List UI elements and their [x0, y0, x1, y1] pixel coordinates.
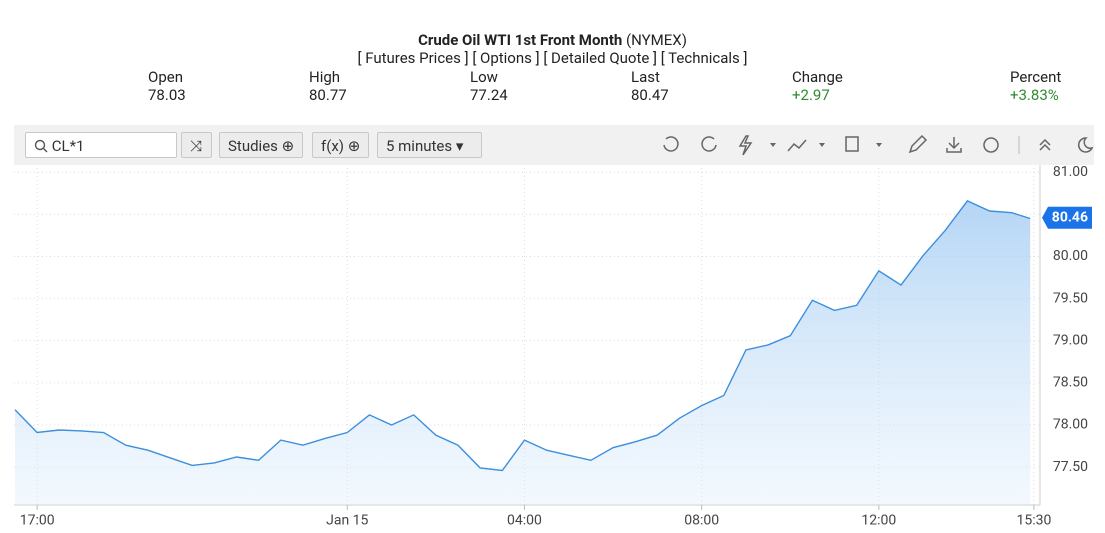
y-tick-label: 77.50 [1053, 459, 1088, 475]
link[interactable]: [ Futures Prices ] [357, 49, 469, 67]
quote-value: 80.77 [309, 86, 347, 104]
link[interactable]: [ Options ] [472, 49, 540, 67]
symbol-search[interactable]: CL*1 [25, 132, 177, 158]
quote-label: Low [470, 68, 498, 86]
redo-icon[interactable] [701, 136, 717, 152]
x-tick-label: 08:00 [684, 513, 719, 529]
y-tick-label: 81.00 [1053, 164, 1088, 180]
theme-icon[interactable] [1077, 137, 1094, 153]
quote-cell: Percent +3.83% [1010, 68, 1061, 104]
download-icon[interactable] [946, 137, 962, 153]
title: Crude Oil WTI 1st Front Month [418, 31, 623, 49]
quote-value: +3.83% [1010, 86, 1059, 104]
quote-cell: Low 77.24 [470, 68, 508, 104]
y-tick-label: 80.00 [1053, 248, 1088, 264]
quote-value: 78.03 [148, 86, 186, 104]
quote-label: Change [792, 68, 843, 86]
exchange: (NYMEX) [626, 31, 687, 49]
link[interactable]: [ Technicals ] [660, 49, 748, 67]
compare-button[interactable]: ⤨ [181, 132, 212, 158]
y-tick-label: 79.00 [1053, 332, 1088, 348]
studies: Studies [228, 137, 278, 155]
studies-button[interactable]: Studies ⊕ [219, 132, 304, 158]
quote-cell: Last 80.47 [631, 68, 669, 104]
quote-cell: Open 78.03 [148, 68, 186, 104]
search-icon [34, 139, 48, 153]
quote-value: 77.24 [470, 86, 508, 104]
toolbar-icons [663, 134, 1094, 156]
undo-icon[interactable] [663, 136, 679, 152]
x-tick-label: 15:30 [1016, 513, 1051, 529]
price-tag [1042, 206, 1092, 229]
interval-button[interactable]: 5 minutes ▾ [377, 132, 482, 158]
x-tick-label: 17:00 [20, 513, 55, 529]
x-tick-label: 12:00 [861, 513, 896, 529]
layout-icon[interactable] [845, 136, 859, 152]
quote-label: Last [631, 68, 660, 86]
quote-cell: Change +2.97 [792, 68, 843, 104]
price-tag-label: 80.46 [1052, 209, 1088, 225]
settings-icon[interactable] [983, 137, 999, 153]
quote-label: High [309, 68, 341, 86]
area-fill [15, 200, 1031, 505]
quote-label: Open [148, 68, 183, 86]
function: f(x) [321, 137, 345, 155]
symbol: CL*1 [51, 137, 85, 155]
quote-cell: High 80.77 [309, 68, 347, 104]
interval: 5 minutes [386, 137, 453, 155]
link[interactable]: [ Detailed Quote ] [543, 49, 658, 67]
events-icon[interactable] [738, 135, 753, 156]
x-tick-label: Jan 15 [326, 513, 368, 529]
quote-label: Percent [1010, 68, 1062, 86]
title-row: Crude Oil WTI 1st Front Month (NYMEX) [0, 31, 1105, 49]
collapse-icon[interactable] [1039, 138, 1051, 151]
x-tick-label: 04:00 [507, 513, 542, 529]
draw-icon[interactable] [908, 134, 928, 154]
y-tick-label: 79.50 [1053, 290, 1088, 306]
y-tick-label: 78.00 [1053, 417, 1088, 433]
toolbar: CL*1 ⤨ Studies ⊕ f(x) ⊕ 5 minutes ▾ [14, 125, 1094, 165]
y-tick-label: 78.50 [1053, 375, 1088, 391]
chart-type-icon[interactable] [787, 139, 807, 152]
quote-value: +2.97 [792, 86, 830, 104]
function-button[interactable]: f(x) ⊕ [312, 132, 370, 158]
links-row: [ Futures Prices ] [ Options ] [ Detaile… [0, 49, 1105, 67]
price-line [14, 200, 1031, 472]
quote-value: 80.47 [631, 86, 669, 104]
plot [14, 200, 1031, 505]
